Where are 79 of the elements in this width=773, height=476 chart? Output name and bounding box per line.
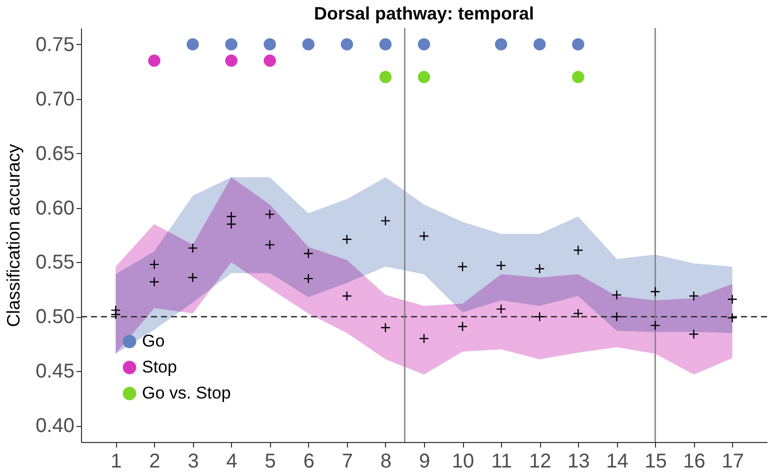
x-tick-label: 8 xyxy=(380,450,392,472)
y-tick-label: 0.50 xyxy=(36,306,74,328)
y-tick-label: 0.60 xyxy=(36,197,74,220)
point xyxy=(148,54,160,67)
point xyxy=(186,38,199,50)
x-tick-label: 5 xyxy=(264,450,276,472)
x-tick-label: 3 xyxy=(188,450,199,472)
point xyxy=(612,290,622,300)
point xyxy=(342,290,352,302)
point xyxy=(650,286,660,297)
point xyxy=(727,294,738,304)
y-tick-label: 0.65 xyxy=(36,142,74,165)
point xyxy=(110,309,121,320)
x-tick-label: 17 xyxy=(722,450,744,472)
point xyxy=(225,54,238,67)
point xyxy=(264,240,275,250)
point xyxy=(650,320,660,330)
x-tick-label: 2 xyxy=(149,450,160,472)
point xyxy=(264,209,275,220)
point xyxy=(418,231,430,242)
x-tick-label: 6 xyxy=(303,450,314,472)
point xyxy=(226,211,236,222)
point xyxy=(418,333,430,344)
point xyxy=(727,312,738,323)
x-tick-label: 11 xyxy=(491,450,512,472)
point xyxy=(418,70,430,84)
point xyxy=(496,260,506,271)
point xyxy=(149,259,160,270)
point xyxy=(264,54,276,67)
x-tick-label: 7 xyxy=(342,450,353,472)
point xyxy=(226,219,236,230)
point xyxy=(573,245,584,256)
x-tick-label: 16 xyxy=(683,450,706,472)
point xyxy=(188,272,198,283)
point xyxy=(534,264,545,274)
point xyxy=(533,38,546,50)
y-axis-title: Classification accuracy xyxy=(4,144,24,328)
x-tick-label: 10 xyxy=(452,450,474,472)
y-tick-label: 0.70 xyxy=(36,88,74,110)
legend-label: Stop xyxy=(142,358,177,376)
point xyxy=(380,322,391,333)
point xyxy=(612,312,622,322)
x-tick-label: 9 xyxy=(418,450,430,472)
x-tick-label: 12 xyxy=(528,450,552,472)
x-tick-label: 4 xyxy=(226,450,238,472)
point xyxy=(688,290,699,302)
chart-title: Dorsal pathway: temporal xyxy=(314,3,534,24)
y-tick-label: 0.40 xyxy=(36,415,74,438)
point xyxy=(149,276,160,287)
point xyxy=(340,38,354,50)
point xyxy=(225,38,238,50)
point xyxy=(457,262,468,272)
point xyxy=(418,38,430,50)
point xyxy=(303,248,314,259)
point xyxy=(379,70,392,84)
point xyxy=(496,304,506,314)
point xyxy=(457,321,468,332)
point xyxy=(303,274,314,284)
point xyxy=(534,312,545,322)
point xyxy=(342,234,352,244)
point xyxy=(302,38,315,50)
point xyxy=(379,38,392,50)
point xyxy=(264,38,276,50)
legend-label: Go xyxy=(142,332,165,350)
x-tick-label: 13 xyxy=(568,450,590,472)
point xyxy=(494,38,508,50)
point xyxy=(572,38,584,50)
x-tick-label: 1 xyxy=(110,450,122,472)
y-tick-label: 0.75 xyxy=(36,34,74,56)
point xyxy=(188,243,198,254)
y-tick-label: 0.45 xyxy=(36,360,74,383)
point xyxy=(572,70,584,84)
x-tick-label: 15 xyxy=(644,450,667,472)
y-tick-label: 0.55 xyxy=(36,252,74,274)
point xyxy=(688,329,699,340)
legend-label: Go vs. Stop xyxy=(142,384,231,402)
point xyxy=(573,308,584,319)
point xyxy=(380,216,391,226)
x-tick-label: 14 xyxy=(606,450,628,472)
